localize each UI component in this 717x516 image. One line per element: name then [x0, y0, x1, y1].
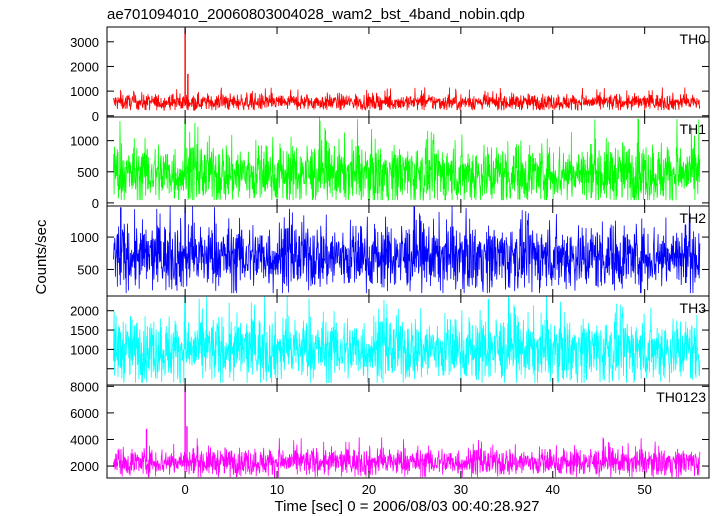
y-tick-label-th0: 2000 [70, 59, 99, 74]
x-axis-label: Time [sec] 0 = 2006/08/03 00:40:28.927 [274, 498, 539, 515]
x-tick-label: 20 [362, 482, 376, 497]
y-tick-label-th2: 1000 [70, 230, 99, 245]
y-tick-label-th0123: 6000 [70, 406, 99, 421]
series-line-th1 [113, 117, 701, 201]
y-tick-label-th1: 1000 [70, 134, 99, 149]
panel-label-th0: TH0 [680, 31, 707, 47]
series-line-th3 [113, 295, 701, 384]
y-tick-label-th1: 500 [77, 165, 99, 180]
panel-th3: 1000 1500 2000 TH3 [70, 295, 710, 386]
y-tick-label-th2: 500 [77, 262, 99, 277]
y-tick-label-th0123: 4000 [70, 432, 99, 447]
y-tick-label-th0123: 2000 [70, 459, 99, 474]
y-tick-label-th0: 1000 [70, 84, 99, 99]
series-line-th0 [113, 87, 701, 111]
x-tick-label: 10 [270, 482, 284, 497]
y-tick-label-th1: 0 [92, 196, 99, 211]
panel-th0: 0 1000 2000 3000 TH0 [70, 26, 710, 124]
panel-label-th2: TH2 [680, 210, 707, 226]
x-tick-label: 50 [637, 482, 651, 497]
y-tick-label-th0: 3000 [70, 35, 99, 50]
y-tick-label-th0: 0 [92, 109, 99, 124]
x-tick-label: 40 [546, 482, 560, 497]
panel-label-th3: TH3 [680, 300, 707, 316]
y-tick-label-th3: 2000 [70, 304, 99, 319]
series-line-th2 [113, 205, 701, 294]
x-tick-label: 30 [454, 482, 468, 497]
y-tick-label-th3: 1000 [70, 342, 99, 357]
y-tick-label-th3: 1500 [70, 323, 99, 338]
chart-title: ae701094010_20060803004028_wam2_bst_4ban… [107, 6, 525, 23]
panel-th1: 0 500 1000 TH1 [70, 116, 710, 211]
panel-label-th1: TH1 [680, 121, 707, 137]
panel-th2: 500 1000 TH2 [70, 205, 710, 297]
panel-th0123: 2000 4000 6000 8000 TH0123 [70, 379, 710, 479]
panel-label-th0123: TH0123 [656, 389, 706, 405]
y-axis-label: Counts/sec [33, 219, 50, 295]
y-tick-label-th0123: 8000 [70, 379, 99, 394]
series-line-th0123 [113, 437, 701, 478]
x-tick-label: 0 [182, 482, 189, 497]
panel-frame-th0123 [106, 384, 710, 479]
